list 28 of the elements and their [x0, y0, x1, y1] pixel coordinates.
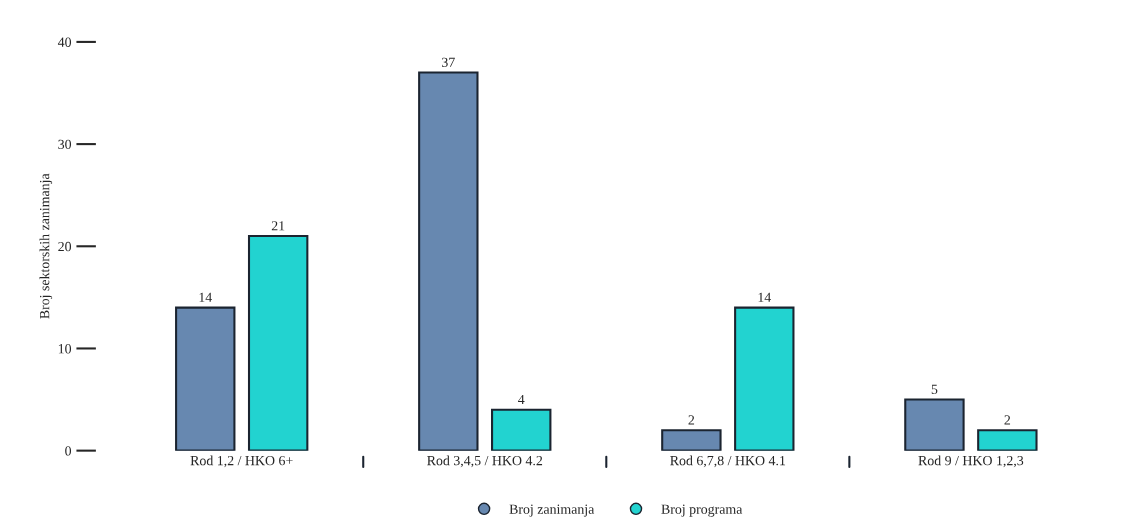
y-tick-label: 20 — [58, 241, 72, 252]
data-label: 4 — [518, 394, 525, 405]
data-label: 2 — [1004, 415, 1011, 425]
data-label: 14 — [199, 292, 212, 302]
x-tick-label: Rod 3,4,5 / HKO 4.2 — [427, 455, 543, 468]
bar — [247, 235, 309, 451]
data-label: 14 — [758, 292, 772, 302]
y-tick-label: 40 — [57, 37, 72, 47]
legend-label: Broj programa — [661, 504, 743, 517]
bar — [491, 408, 552, 451]
y-axis-title: Broj sektorskih zanimanja — [39, 173, 53, 319]
bar — [904, 398, 965, 451]
bar — [175, 306, 236, 451]
x-tick-label: Rod 9 / HKO 1,2,3 — [918, 455, 1024, 468]
y-tick-label: 10 — [58, 344, 72, 354]
data-label: 5 — [931, 384, 938, 394]
data-label: 2 — [688, 415, 695, 425]
y-tick-label: 30 — [58, 139, 72, 150]
data-label: 21 — [271, 221, 285, 231]
bar — [661, 429, 722, 451]
x-tick-label: Rod 1,2 / HKO 6+ — [190, 455, 293, 468]
x-tick-label: Rod 6,7,8 / HKO 4.1 — [670, 455, 786, 468]
bar — [734, 306, 795, 451]
y-tick-label: 0 — [65, 446, 72, 456]
data-label: 37 — [442, 57, 455, 67]
bar — [977, 429, 1038, 451]
legend-label: Broj zanimanja — [509, 504, 595, 517]
bar — [418, 71, 479, 451]
